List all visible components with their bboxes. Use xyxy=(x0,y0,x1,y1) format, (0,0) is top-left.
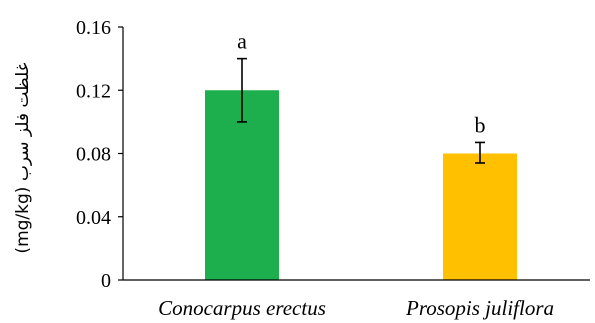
x-category-label: Conocarpus erectus xyxy=(158,296,326,320)
error-bars xyxy=(237,57,485,164)
y-axis-ticks: 0 0.04 0.08 0.12 0.16 xyxy=(76,17,123,292)
x-axis-categories: Conocarpus erectus Prosopis juliflora xyxy=(158,296,554,320)
y-tick-label: 0.12 xyxy=(76,80,111,102)
bars xyxy=(205,90,517,280)
y-tick-label: 0.16 xyxy=(76,17,111,39)
x-category-label: Prosopis juliflora xyxy=(405,296,554,320)
significance-letter: a xyxy=(237,29,247,54)
significance-letter: b xyxy=(475,112,486,137)
y-tick-label: 0 xyxy=(101,270,111,292)
y-axis-label: (mg/kg) غلظت فلز سرب xyxy=(13,62,33,253)
significance-letters: ab xyxy=(237,29,485,138)
bar xyxy=(443,153,517,280)
y-tick-label: 0.08 xyxy=(76,144,111,166)
y-tick-label: 0.04 xyxy=(76,207,111,229)
